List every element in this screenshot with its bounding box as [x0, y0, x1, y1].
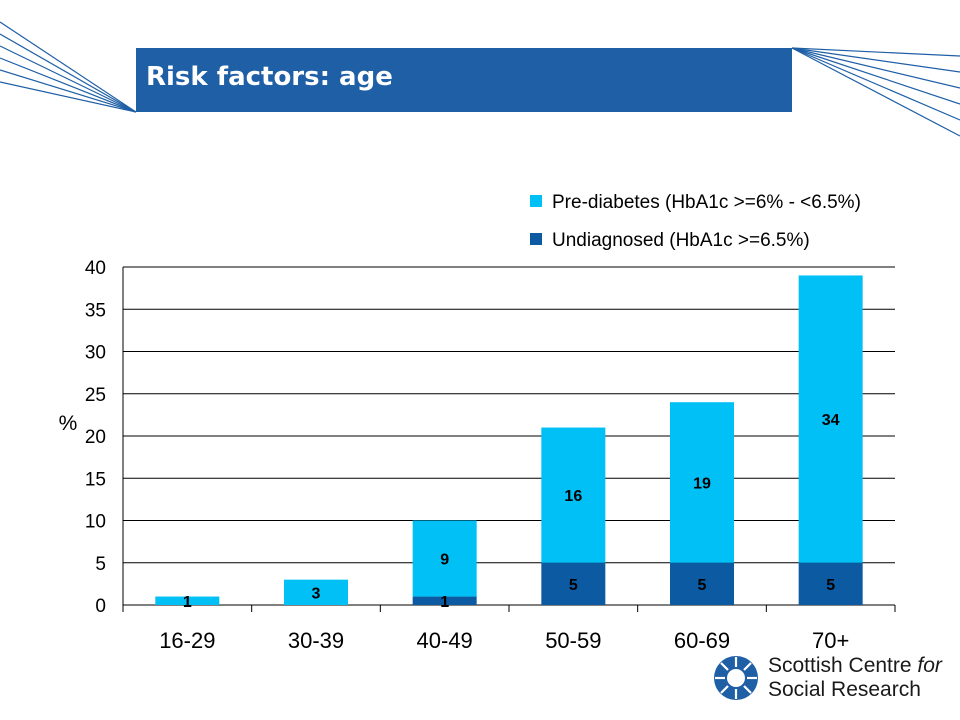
- bar-undiagnosed: [798, 562, 863, 605]
- data-label-undiagnosed: 5: [698, 577, 707, 594]
- scsr-logo-icon: [714, 656, 758, 700]
- data-label-pre-diabetes: 19: [693, 475, 711, 492]
- logo-text: Scottish Centre for Social Research: [768, 654, 942, 702]
- data-label-pre-diabetes: 34: [822, 412, 840, 429]
- x-tick-label: 70+: [812, 628, 849, 653]
- bar-pre-diabetes: [155, 596, 220, 605]
- y-axis-label: %: [59, 412, 78, 435]
- bar-pre-diabetes: [798, 275, 863, 563]
- logo-line1: Scottish Centre: [768, 654, 918, 677]
- y-tick-label: 5: [95, 554, 106, 575]
- bar-undiagnosed: [412, 596, 477, 605]
- data-label-pre-diabetes: 1: [183, 594, 192, 611]
- y-tick-label: 30: [85, 343, 106, 364]
- legend-swatch: [530, 233, 542, 245]
- bar-pre-diabetes: [670, 402, 734, 563]
- y-tick-label: 20: [85, 427, 106, 448]
- logo-line1-italic: for: [917, 654, 942, 677]
- data-label-pre-diabetes: 3: [312, 585, 321, 602]
- legend-swatch: [530, 195, 542, 207]
- data-label-undiagnosed: 5: [826, 577, 835, 594]
- bar-pre-diabetes: [284, 579, 348, 605]
- logo-line2: Social Research: [768, 678, 921, 701]
- title-bar: Risk factors: age: [136, 48, 792, 112]
- x-tick-label: 16-29: [159, 628, 215, 653]
- x-tick-label: 50-59: [545, 628, 601, 653]
- bar-pre-diabetes: [541, 427, 606, 563]
- data-label-pre-diabetes: 16: [564, 488, 582, 505]
- scsr-logo: Scottish Centre for Social Research: [712, 652, 952, 708]
- slide-title: Risk factors: age: [146, 62, 393, 92]
- data-label-undiagnosed: 1: [440, 594, 449, 611]
- y-tick-label: 35: [85, 300, 106, 321]
- legend-label: Undiagnosed (HbA1c >=6.5%): [552, 230, 810, 251]
- x-tick-label: 40-49: [417, 628, 473, 653]
- bar-undiagnosed: [541, 562, 606, 605]
- x-tick-label: 30-39: [288, 628, 344, 653]
- legend-label: Pre-diabetes (HbA1c >=6% - <6.5%): [552, 192, 861, 213]
- y-tick-label: 0: [95, 596, 106, 617]
- bar-undiagnosed: [670, 562, 734, 605]
- y-tick-label: 40: [85, 258, 106, 279]
- data-label-undiagnosed: 5: [569, 577, 578, 594]
- x-tick-label: 60-69: [674, 628, 730, 653]
- bar-pre-diabetes: [412, 520, 477, 597]
- y-tick-label: 10: [85, 512, 106, 533]
- y-tick-label: 15: [85, 469, 106, 490]
- data-label-pre-diabetes: 9: [440, 552, 449, 569]
- y-tick-label: 25: [85, 385, 106, 406]
